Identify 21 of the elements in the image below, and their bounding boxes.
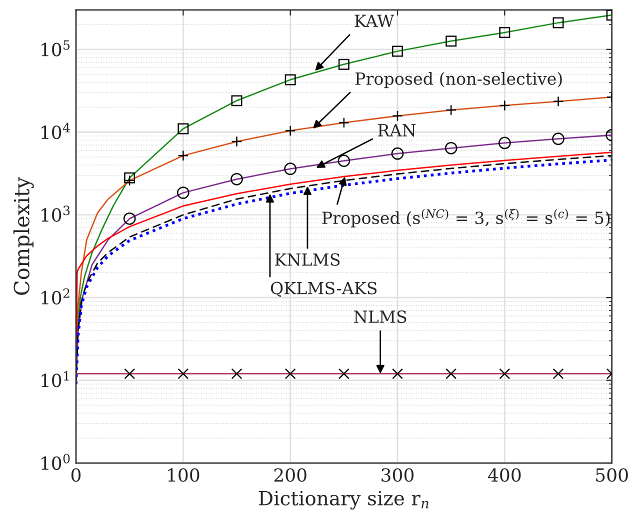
annotation: RAN xyxy=(378,124,416,137)
y-tick-label: 10$^{1}$ xyxy=(42,371,69,388)
annotation: NLMS xyxy=(354,310,406,324)
y-tick-label: 10$^{0}$ xyxy=(42,454,70,470)
annotation: Proposed (non-selective) xyxy=(355,72,562,88)
x-tick-label: 300 xyxy=(382,468,414,482)
y-tick-label: 10$^{5}$ xyxy=(42,40,70,56)
annotation: QKLMS-AKS xyxy=(270,282,377,297)
annotation: KNLMS xyxy=(275,253,340,266)
y-tick-label: 10$^{3}$ xyxy=(42,206,70,222)
x-tick-label: 500 xyxy=(596,468,628,482)
y-tick-label: 10$^{4}$ xyxy=(42,122,70,140)
x-tick-label: 200 xyxy=(274,468,306,482)
x-axis-title: Dictionary size r$_{n}$ xyxy=(259,490,428,510)
x-tick-label: 0 xyxy=(71,468,81,482)
y-axis-title: Complexity xyxy=(13,176,34,295)
annotation: KAW xyxy=(354,14,394,27)
y-tick-label: 10$^{2}$ xyxy=(42,288,70,305)
x-tick-label: 100 xyxy=(168,468,200,482)
x-tick-label: 400 xyxy=(488,468,521,482)
annotation: Proposed (s$^{(NC)}$ = 3, s$^{(ξ)}$ = s$^{(c)}$ = 5) xyxy=(322,209,610,228)
